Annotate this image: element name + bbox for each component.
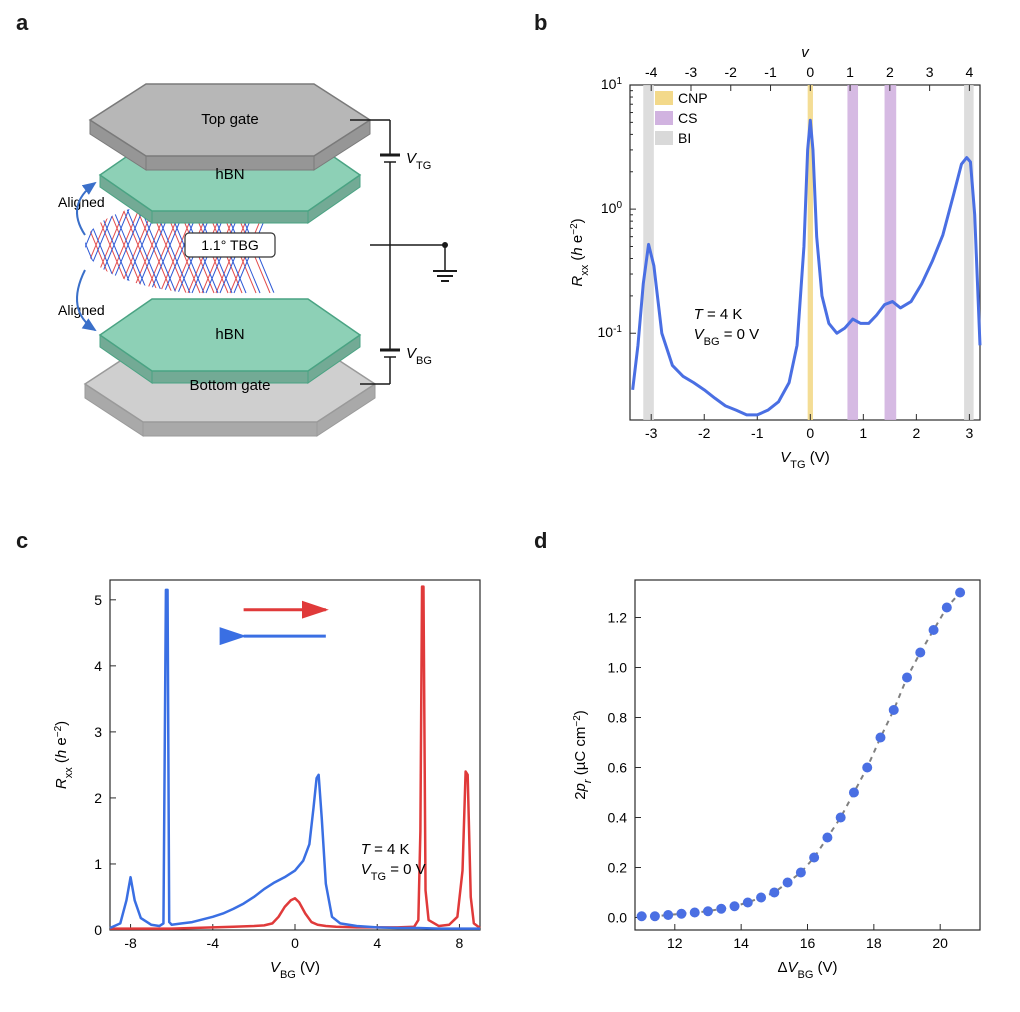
svg-text:4: 4 [373, 935, 381, 951]
svg-text:T = 4 K: T = 4 K [694, 306, 743, 323]
svg-text:4: 4 [94, 658, 102, 674]
panel-d: 12 14 16 18 20 0.0 0.2 0.4 0.6 0.8 1.0 1.2 ΔVBG (V) 2… [560, 550, 1000, 990]
svg-text:0.6: 0.6 [608, 760, 628, 776]
svg-text:0.4: 0.4 [608, 810, 628, 826]
svg-text:0.0: 0.0 [608, 910, 628, 926]
svg-text:hBN: hBN [215, 166, 244, 183]
svg-text:2: 2 [886, 64, 894, 80]
svg-text:0: 0 [806, 64, 814, 80]
svg-text:VBG: VBG [406, 345, 432, 367]
panel-b-svg: -3 -2 -1 0 1 2 3 -4 -3 -2 -1 0 1 2 3 4 v 10-1 100 101 VTG (V… [560, 30, 1000, 480]
svg-text:1.2: 1.2 [608, 610, 628, 626]
svg-text:14: 14 [733, 935, 749, 951]
panel-b: -3 -2 -1 0 1 2 3 -4 -3 -2 -1 0 1 2 3 4 v 10-1 100 101 VTG (V… [560, 30, 1000, 480]
svg-text:0.2: 0.2 [608, 860, 628, 876]
svg-text:0: 0 [806, 425, 814, 441]
svg-text:12: 12 [667, 935, 683, 951]
svg-text:1.0: 1.0 [608, 660, 628, 676]
svg-text:2pr (µC cm−2): 2pr (µC cm−2) [572, 710, 595, 800]
svg-text:VTG (V): VTG (V) [780, 449, 829, 471]
svg-text:-3: -3 [685, 64, 698, 80]
svg-text:3: 3 [94, 724, 102, 740]
figure: a b c d 1.1° TBG Top gate hBN hBN Bottom gat… [0, 0, 1020, 1012]
svg-text:16: 16 [800, 935, 816, 951]
svg-text:0: 0 [94, 922, 102, 938]
svg-text:VTG = 0 V: VTG = 0 V [361, 861, 426, 883]
svg-text:BI: BI [678, 130, 691, 146]
svg-text:1: 1 [846, 64, 854, 80]
panel-a: 1.1° TBGTop gatehBNhBNBottom gateAligned… [40, 60, 490, 460]
svg-text:v: v [801, 44, 810, 61]
svg-text:8: 8 [456, 935, 464, 951]
svg-text:CNP: CNP [678, 90, 708, 106]
svg-text:0.8: 0.8 [608, 710, 628, 726]
svg-text:1.1° TBG: 1.1° TBG [201, 237, 258, 253]
svg-text:-8: -8 [124, 935, 137, 951]
svg-text:-4: -4 [207, 935, 220, 951]
svg-text:0: 0 [291, 935, 299, 951]
svg-text:-3: -3 [645, 425, 658, 441]
svg-text:10-1: 10-1 [598, 324, 623, 341]
panel-label-b: b [534, 10, 547, 36]
svg-text:VTG: VTG [406, 150, 431, 172]
svg-text:VBG = 0 V: VBG = 0 V [694, 326, 760, 348]
svg-text:3: 3 [926, 64, 934, 80]
panel-d-svg: 12 14 16 18 20 0.0 0.2 0.4 0.6 0.8 1.0 1.2 ΔVBG (V) 2… [560, 550, 1000, 990]
svg-text:3: 3 [965, 425, 973, 441]
svg-text:1: 1 [859, 425, 867, 441]
svg-text:-4: -4 [645, 64, 658, 80]
svg-text:100: 100 [601, 200, 623, 217]
svg-text:5: 5 [94, 592, 102, 608]
panel-label-a: a [16, 10, 28, 36]
panel-c-svg: -8 -4 0 4 8 0 1 2 3 4 5 VBG (V) Rxx (h e−2) T = 4 K VT… [40, 550, 500, 990]
svg-text:Bottom gate: Bottom gate [190, 377, 271, 394]
svg-text:1: 1 [94, 856, 102, 872]
svg-text:Rxx (h e−2): Rxx (h e−2) [569, 218, 592, 286]
svg-text:Top gate: Top gate [201, 111, 259, 128]
svg-text:4: 4 [965, 64, 973, 80]
svg-text:T = 4 K: T = 4 K [361, 841, 410, 858]
svg-text:hBN: hBN [215, 326, 244, 343]
svg-text:-1: -1 [764, 64, 777, 80]
svg-text:-2: -2 [725, 64, 738, 80]
svg-text:-1: -1 [751, 425, 764, 441]
svg-text:20: 20 [932, 935, 948, 951]
svg-text:2: 2 [94, 790, 102, 806]
panel-label-c: c [16, 528, 28, 554]
svg-text:VBG (V): VBG (V) [270, 959, 320, 981]
svg-text:18: 18 [866, 935, 882, 951]
svg-text:-2: -2 [698, 425, 711, 441]
panel-label-d: d [534, 528, 547, 554]
panel-a-svg: 1.1° TBGTop gatehBNhBNBottom gateAligned… [40, 60, 490, 460]
svg-text:ΔVBG (V): ΔVBG (V) [777, 959, 837, 981]
svg-text:CS: CS [678, 110, 697, 126]
panel-c: -8 -4 0 4 8 0 1 2 3 4 5 VBG (V) Rxx (h e−2) T = 4 K VT… [40, 550, 500, 990]
svg-text:2: 2 [912, 425, 920, 441]
svg-text:Rxx (h e−2): Rxx (h e−2) [53, 721, 76, 789]
svg-text:101: 101 [601, 76, 623, 93]
